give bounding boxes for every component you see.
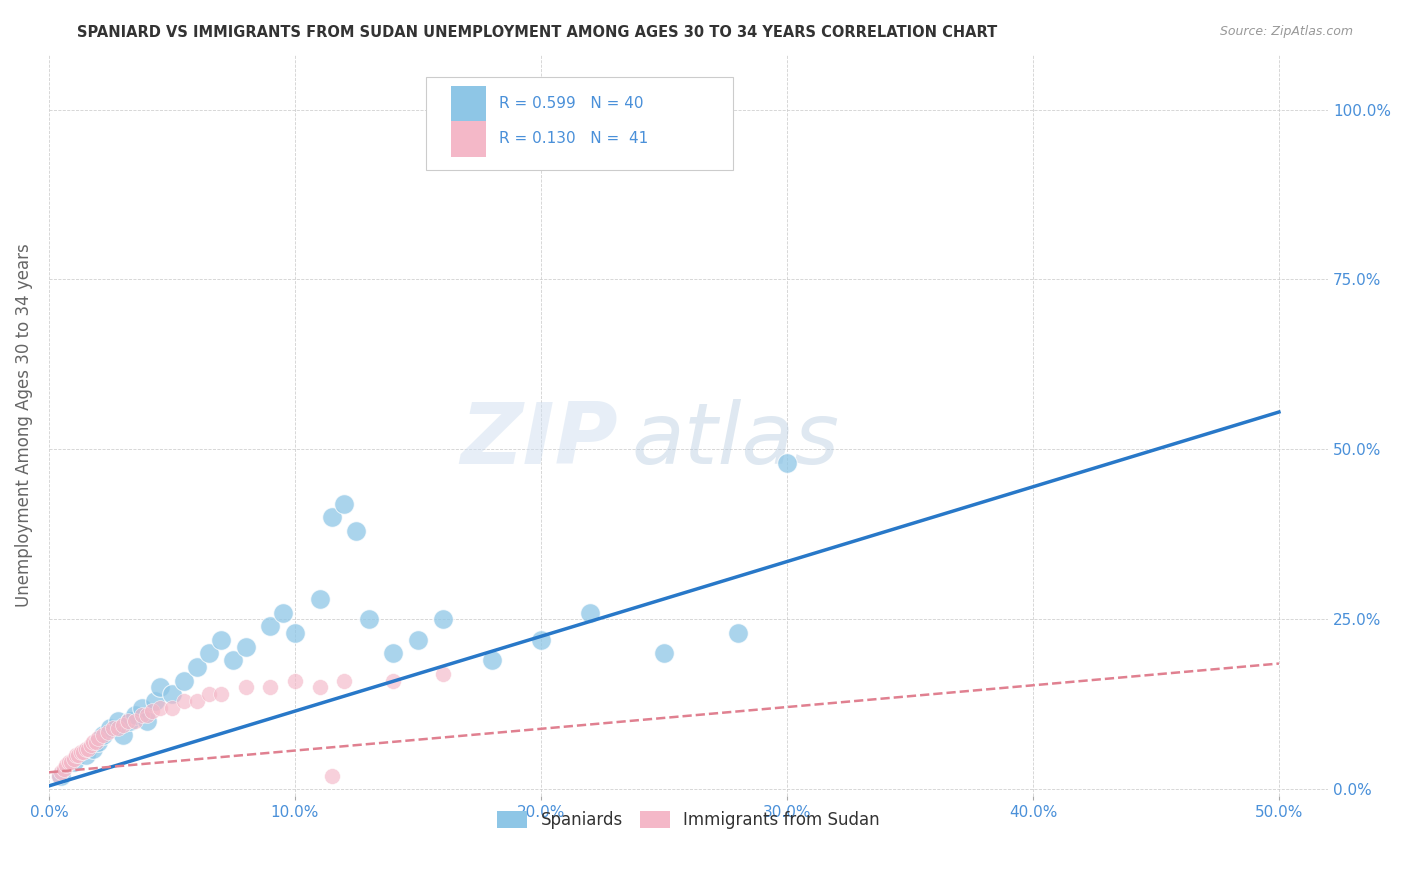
Text: ZIP: ZIP <box>461 399 619 482</box>
Point <box>82 741 104 756</box>
Point <box>382 673 405 688</box>
Point <box>62 752 84 766</box>
Point <box>209 632 232 647</box>
Point <box>198 646 221 660</box>
Point <box>259 619 281 633</box>
FancyBboxPatch shape <box>426 78 734 170</box>
Point <box>120 714 142 729</box>
Text: atlas: atlas <box>631 399 839 482</box>
Point <box>173 673 195 688</box>
Point <box>55 758 77 772</box>
Point <box>84 735 107 749</box>
Point <box>82 735 104 749</box>
Point <box>124 707 146 722</box>
Point <box>235 640 257 654</box>
FancyBboxPatch shape <box>451 121 486 157</box>
Point <box>131 707 153 722</box>
Point <box>60 755 83 769</box>
Point <box>91 728 114 742</box>
Point <box>101 721 124 735</box>
Point <box>235 681 257 695</box>
Point <box>222 653 245 667</box>
Point <box>124 714 146 729</box>
Y-axis label: Unemployment Among Ages 30 to 34 years: Unemployment Among Ages 30 to 34 years <box>15 244 32 607</box>
Point <box>481 653 503 667</box>
Point <box>333 673 356 688</box>
Point <box>62 755 84 769</box>
Point <box>173 694 195 708</box>
Point <box>308 591 330 606</box>
Text: R = 0.130   N =  41: R = 0.130 N = 41 <box>499 131 648 146</box>
Point <box>131 700 153 714</box>
Point <box>117 714 139 729</box>
Point <box>100 721 122 735</box>
Point <box>136 707 159 722</box>
Point <box>111 717 134 731</box>
Point <box>149 681 172 695</box>
Point <box>727 626 749 640</box>
Text: R = 0.599   N = 40: R = 0.599 N = 40 <box>499 95 644 111</box>
Text: SPANIARD VS IMMIGRANTS FROM SUDAN UNEMPLOYMENT AMONG AGES 30 TO 34 YEARS CORRELA: SPANIARD VS IMMIGRANTS FROM SUDAN UNEMPL… <box>77 25 998 40</box>
Point <box>284 626 307 640</box>
Point <box>136 714 159 729</box>
Point <box>48 769 70 783</box>
Point <box>87 735 110 749</box>
Point <box>80 738 103 752</box>
FancyBboxPatch shape <box>451 86 486 121</box>
Point <box>160 700 183 714</box>
Point <box>271 606 294 620</box>
Point <box>51 765 73 780</box>
Point <box>143 694 166 708</box>
Point <box>321 769 343 783</box>
Legend: Spaniards, Immigrants from Sudan: Spaniards, Immigrants from Sudan <box>491 805 886 836</box>
Point <box>75 748 97 763</box>
Point <box>333 497 356 511</box>
Point <box>160 687 183 701</box>
Point <box>186 660 208 674</box>
Point <box>70 745 93 759</box>
Point <box>776 456 799 470</box>
Point <box>321 510 343 524</box>
Point <box>72 745 94 759</box>
Point <box>382 646 405 660</box>
Point <box>357 612 380 626</box>
Point <box>198 687 221 701</box>
Point <box>346 524 368 538</box>
Point <box>52 762 75 776</box>
Point <box>259 681 281 695</box>
Point <box>87 731 110 746</box>
Text: Source: ZipAtlas.com: Source: ZipAtlas.com <box>1219 25 1353 38</box>
Point <box>75 741 97 756</box>
Point <box>58 755 80 769</box>
Point <box>91 728 114 742</box>
Point <box>432 612 454 626</box>
Point <box>432 666 454 681</box>
Point <box>579 606 602 620</box>
Point <box>107 721 129 735</box>
Point <box>97 724 120 739</box>
Point <box>67 748 90 763</box>
Point <box>406 632 429 647</box>
Point <box>107 714 129 729</box>
Point <box>111 728 134 742</box>
Point <box>141 704 163 718</box>
Point <box>149 700 172 714</box>
Point <box>652 646 675 660</box>
Point <box>308 681 330 695</box>
Point <box>65 748 87 763</box>
Point <box>284 673 307 688</box>
Point <box>209 687 232 701</box>
Point <box>186 694 208 708</box>
Point <box>530 632 553 647</box>
Point <box>77 741 100 756</box>
Point <box>51 769 73 783</box>
